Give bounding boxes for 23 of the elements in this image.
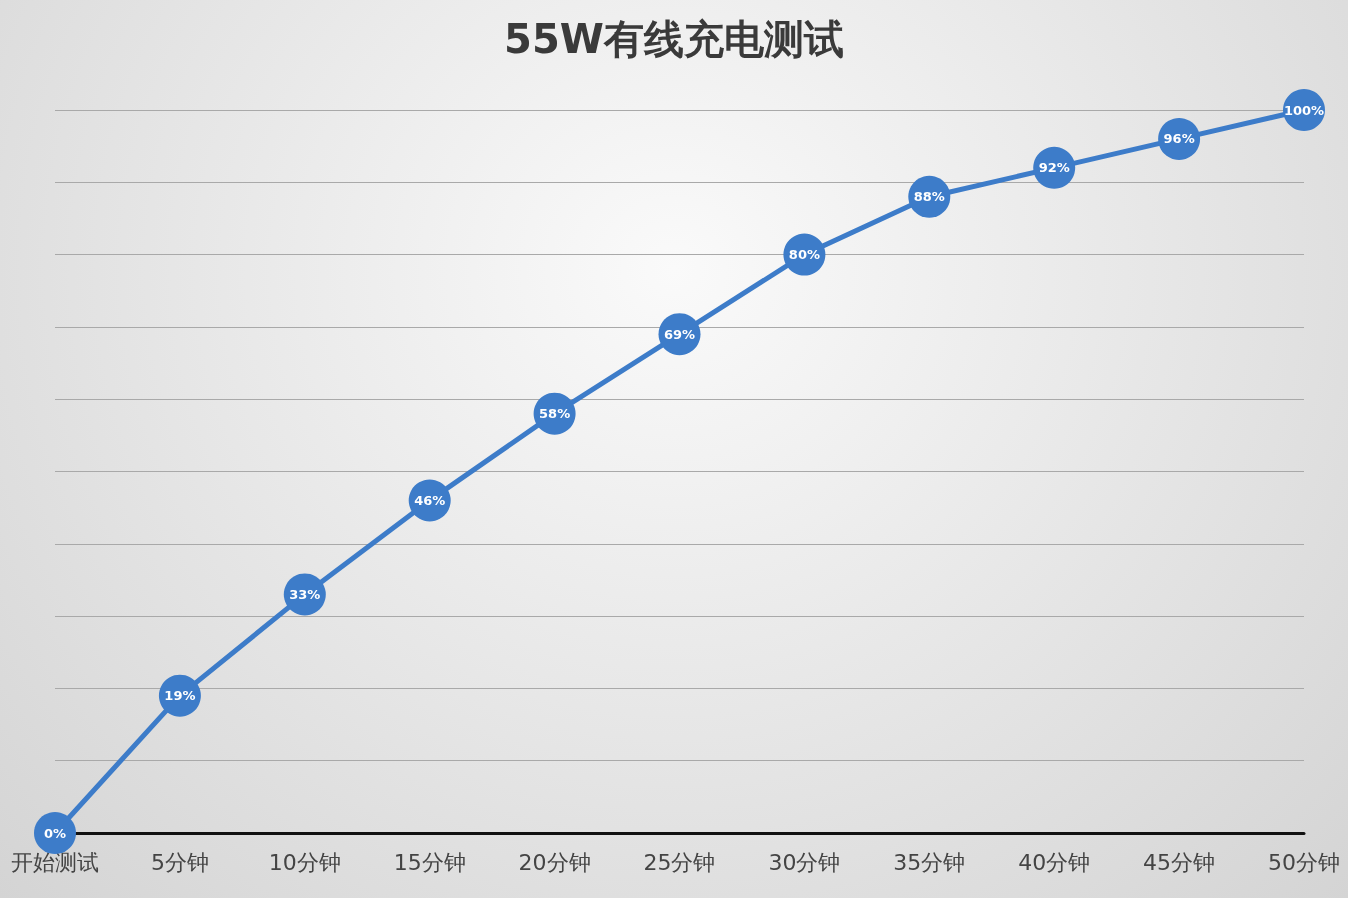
data-label: 88% bbox=[913, 189, 945, 205]
data-label: 69% bbox=[663, 326, 696, 342]
x-tick-label: 15分钟 bbox=[393, 849, 466, 875]
data-label: 0% bbox=[43, 825, 67, 841]
x-tick-label: 30分钟 bbox=[768, 849, 841, 875]
data-label: 80% bbox=[788, 247, 820, 263]
x-tick-label: 35分钟 bbox=[893, 849, 966, 875]
x-tick-label: 50分钟 bbox=[1268, 849, 1340, 875]
data-label: 33% bbox=[289, 586, 321, 602]
x-tick-label: 20分钟 bbox=[518, 849, 591, 875]
chart-title: 55W有线充电测试 bbox=[504, 16, 844, 62]
x-tick-label: 5分钟 bbox=[150, 849, 209, 875]
x-tick-label: 10分钟 bbox=[268, 849, 341, 875]
x-tick-label: 开始测试 bbox=[11, 849, 99, 875]
x-tick-label: 40分钟 bbox=[1018, 849, 1091, 875]
data-label: 58% bbox=[539, 406, 571, 422]
data-label: 100% bbox=[1283, 102, 1325, 118]
x-tick-label: 45分钟 bbox=[1143, 849, 1216, 875]
data-label: 19% bbox=[164, 688, 196, 704]
data-label: 46% bbox=[414, 492, 446, 508]
data-label: 92% bbox=[1038, 160, 1070, 176]
x-tick-label: 25分钟 bbox=[643, 849, 716, 875]
data-label: 96% bbox=[1163, 131, 1195, 147]
